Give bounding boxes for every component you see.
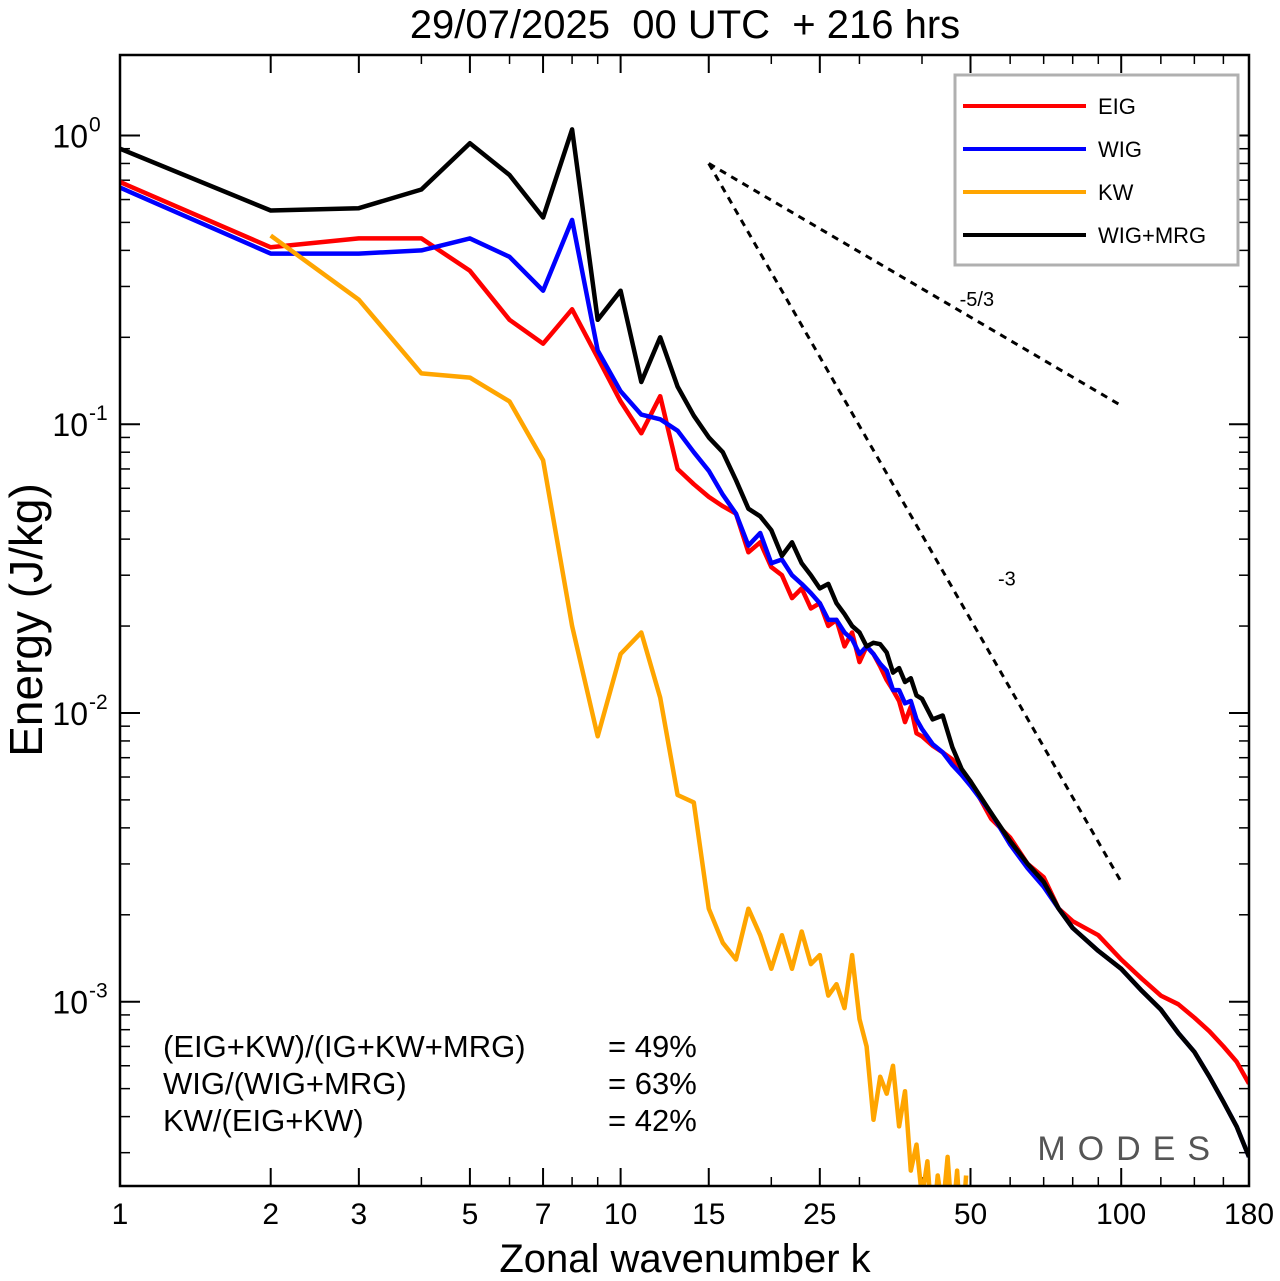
annotation-label: (EIG+KW)/(IG+KW+MRG) xyxy=(163,1029,526,1064)
reference-slope-line xyxy=(707,162,1123,883)
series-kw xyxy=(269,233,969,1186)
x-tick-label: 7 xyxy=(535,1198,552,1231)
reference-slope-line xyxy=(707,162,1122,407)
legend: EIG WIG KW WIG+MRG xyxy=(953,73,1240,267)
y-tick-label: 10 xyxy=(52,407,88,443)
ratio-annotations: (EIG+KW)/(IG+KW+MRG) = 49% WIG/(WIG+MRG) = … xyxy=(163,1029,697,1138)
y-tick-label: 10 xyxy=(52,985,88,1021)
y-tick-exponent: -1 xyxy=(89,402,108,425)
annotation-value: = 49% xyxy=(608,1029,697,1064)
series-layer xyxy=(120,127,1249,1186)
y-tick-exponent: -3 xyxy=(89,980,108,1003)
x-tick-label: 5 xyxy=(462,1198,479,1231)
modes-watermark: MODES xyxy=(1037,1130,1222,1168)
reference-slopes: -5/3 -3 xyxy=(707,162,1123,883)
y-tick-label: 10 xyxy=(52,696,88,732)
plot-frame xyxy=(118,53,1251,1188)
x-tick-label: 1 xyxy=(112,1198,129,1231)
annotation-label: WIG/(WIG+MRG) xyxy=(163,1066,407,1101)
y-tick-label: 10 xyxy=(52,118,88,154)
legend-label: WIG xyxy=(1098,137,1142,162)
y-axis-label: Energy (J/kg) xyxy=(0,483,52,757)
legend-label: EIG xyxy=(1098,94,1136,119)
series-eig xyxy=(120,179,1249,1085)
x-tick-label: 3 xyxy=(351,1198,368,1231)
y-tick-exponent: 0 xyxy=(89,113,101,136)
x-axis-label: Zonal wavenumber k xyxy=(499,1237,871,1281)
chart-title: 29/07/2025 00 UTC + 216 hrs xyxy=(410,3,960,47)
x-tick-label: 50 xyxy=(954,1198,987,1231)
series-wig-mrg xyxy=(120,127,1249,1158)
series-wig xyxy=(120,185,1249,1158)
legend-label: KW xyxy=(1098,180,1134,205)
x-tick-label: 10 xyxy=(604,1198,637,1231)
x-tick-label: 25 xyxy=(803,1198,836,1231)
legend-label: WIG+MRG xyxy=(1098,223,1206,248)
reference-slope-label: -5/3 xyxy=(960,289,994,311)
x-tick-label: 2 xyxy=(262,1198,279,1231)
annotation-label: KW/(EIG+KW) xyxy=(163,1103,364,1138)
annotation-value: = 42% xyxy=(608,1103,697,1138)
x-tick-label: 180 xyxy=(1224,1198,1274,1231)
x-tick-label: 15 xyxy=(692,1198,725,1231)
x-tick-label: 100 xyxy=(1096,1198,1146,1231)
annotation-value: = 63% xyxy=(608,1066,697,1101)
y-tick-exponent: -2 xyxy=(89,691,108,714)
reference-slope-label: -3 xyxy=(998,568,1016,590)
